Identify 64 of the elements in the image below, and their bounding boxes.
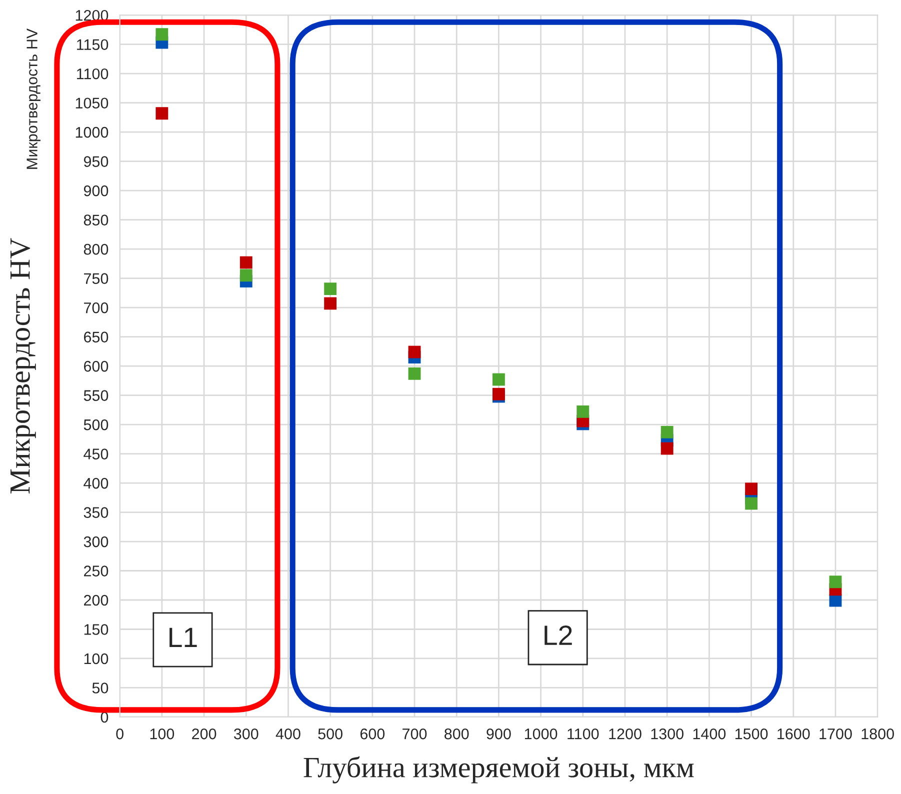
point xyxy=(324,297,337,310)
x-tick-label: 300 xyxy=(234,728,258,740)
y-tick-label: 50 xyxy=(92,682,108,694)
point xyxy=(660,426,674,438)
y-tick-label: 800 xyxy=(84,244,108,255)
y-tick-label: 900 xyxy=(84,185,108,196)
y-tick-label: 700 xyxy=(84,302,108,314)
point xyxy=(829,576,842,588)
y-tick-label: 250 xyxy=(84,566,108,576)
y-tick-label: 300 xyxy=(84,536,108,548)
point xyxy=(492,388,505,400)
x-tick-label: 900 xyxy=(486,728,511,740)
x-tick-label: 700 xyxy=(402,728,427,740)
point xyxy=(156,107,168,120)
y-axis-title: Микротвердость HV xyxy=(10,238,36,494)
x-tick-label: 500 xyxy=(318,728,342,740)
annotation: L2 xyxy=(544,625,572,645)
point xyxy=(576,405,590,418)
point xyxy=(408,346,421,358)
point xyxy=(324,282,337,296)
point xyxy=(492,373,505,386)
x-tick-label: 1700 xyxy=(820,728,852,740)
annotation: L1 xyxy=(170,628,197,647)
point xyxy=(240,269,252,282)
y-tick-label: 1100 xyxy=(77,68,108,80)
x-tick-label: 1200 xyxy=(609,728,642,740)
y-tick-label: 150 xyxy=(84,624,108,635)
x-axis-title: Глубина измеряемой зоны, мкм xyxy=(304,756,694,784)
x-tick-label: 1500 xyxy=(735,728,768,740)
x-tick-label: 1600 xyxy=(778,728,810,740)
y-tick-label: 950 xyxy=(84,156,108,167)
x-tick-label: 1000 xyxy=(524,728,558,740)
y-tick-label: 750 xyxy=(84,273,108,284)
x-tick-label: 1100 xyxy=(568,728,599,740)
y-tick-label: 0 xyxy=(100,712,108,723)
point xyxy=(156,28,168,41)
text: Микротвердость HV xyxy=(26,28,40,169)
point xyxy=(745,497,758,510)
x-tick-label: 1800 xyxy=(862,728,894,740)
point xyxy=(240,256,252,269)
point xyxy=(408,367,421,380)
y-tick-label: 400 xyxy=(84,478,108,489)
y-tick-label: 350 xyxy=(84,507,108,518)
y-tick-label: 200 xyxy=(84,594,108,606)
y-tick-label: 450 xyxy=(84,448,108,460)
x-tick-label: 1300 xyxy=(651,728,684,740)
y-tick-label: 550 xyxy=(84,390,108,401)
x-tick-label: 400 xyxy=(276,728,300,740)
y-tick-label: 600 xyxy=(84,360,108,372)
y-tick-label: 1150 xyxy=(77,39,108,50)
x-tick-label: 0 xyxy=(116,728,124,740)
y-tick-label: 100 xyxy=(84,653,108,664)
y-tick-label: 1050 xyxy=(76,98,108,109)
point xyxy=(660,442,674,455)
x-tick-label: 200 xyxy=(192,728,216,740)
y-tick-label: 650 xyxy=(84,332,108,342)
point xyxy=(745,482,758,496)
y-tick-label: 1000 xyxy=(76,126,108,138)
x-tick-label: 800 xyxy=(444,728,469,740)
x-tick-label: 100 xyxy=(150,728,174,740)
x-tick-label: 1400 xyxy=(693,728,726,740)
y-tick-label: 850 xyxy=(84,214,108,226)
x-tick-label: 600 xyxy=(360,728,385,740)
y-tick-label: 500 xyxy=(84,419,108,430)
